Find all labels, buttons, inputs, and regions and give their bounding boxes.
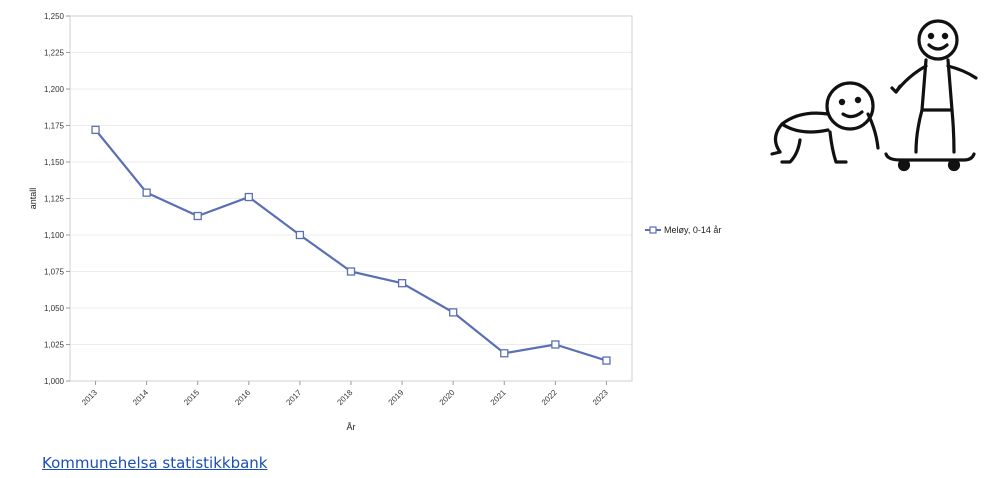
data-point [500,349,509,358]
stick-figures-icon [770,19,978,172]
legend-label: Meløy, 0-14 år [664,225,721,235]
data-point [193,211,202,221]
x-tick-label: 2018 [335,388,354,407]
data-point [244,192,253,202]
x-tick-label: 2020 [438,388,457,407]
data-point [449,308,458,317]
y-tick-label: 1,000 [44,377,65,386]
series-line [94,129,607,362]
x-tick-label: 2023 [591,388,610,407]
x-tick-label: 2022 [540,388,559,407]
legend: Meløy, 0-14 år [645,225,721,235]
data-point [551,340,560,349]
y-axis-title: antall [28,188,38,210]
data-point [346,267,356,276]
x-tick-label: 2014 [131,388,150,407]
series-layer [91,125,611,365]
x-axis-title: År [347,422,356,432]
x-tick-label: 2016 [233,388,252,407]
x-tick-label: 2019 [387,388,406,407]
x-axis-ticks: 2013 2014 2015 2016 2017 2018 2019 2020 2021 2022… [80,381,610,407]
y-tick-label: 1,200 [44,85,65,94]
x-tick-label: 2015 [182,388,201,407]
x-tick-label: 2021 [489,388,508,407]
y-tick-label: 1,125 [44,195,65,204]
data-point [91,125,100,135]
data-point [602,356,611,365]
grid-lines [70,15,632,382]
x-tick-label: 2013 [80,388,99,407]
y-tick-label: 1,150 [44,158,65,167]
y-tick-label: 1,225 [44,49,65,58]
y-tick-label: 1,075 [44,268,65,277]
data-point [142,188,151,197]
y-tick-label: 1,175 [44,122,65,131]
data-point [295,230,305,240]
y-axis-ticks: 1,000 1,025 1,050 1,075 1,100 1,125 1,150 1,175… [44,12,70,386]
y-tick-label: 1,025 [44,341,65,350]
legend-marker [649,226,657,234]
y-tick-label: 1,250 [44,12,65,21]
x-tick-label: 2017 [284,388,303,407]
y-tick-label: 1,100 [44,231,65,240]
data-point [397,279,407,288]
source-link-kommunehelsa[interactable]: Kommunehelsa statistikkbank [42,454,268,472]
y-tick-label: 1,050 [44,304,65,313]
